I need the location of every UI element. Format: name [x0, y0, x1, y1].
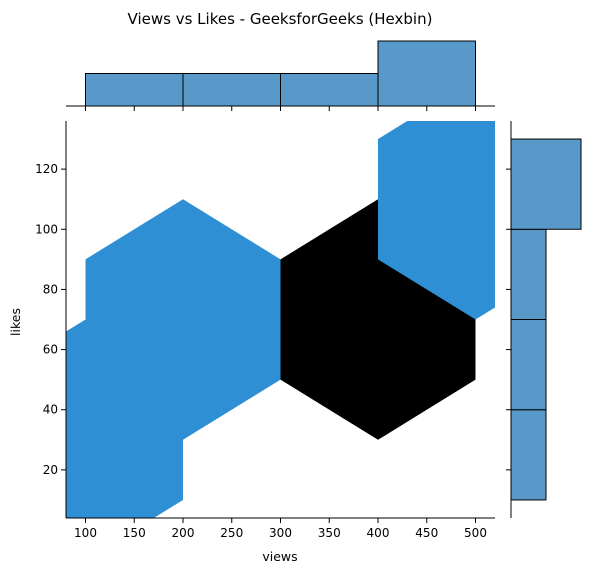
y-tick-label-3: 80: [43, 282, 58, 296]
y-tick-label-5: 120: [35, 162, 58, 176]
marginal-x-histogram: [66, 41, 495, 111]
chart-title: Views vs Likes - GeeksforGeeks (Hexbin): [128, 10, 433, 28]
x-tick-label-8: 500: [464, 526, 487, 540]
y-tick-label-2: 60: [43, 343, 58, 357]
marginal-x-bar-2: [281, 74, 379, 107]
y-tick-label-4: 100: [35, 222, 58, 236]
x-tick-label-4: 300: [269, 526, 292, 540]
hexbin-layer: [0, 79, 573, 560]
marginal-x-bar-0: [86, 74, 184, 107]
marginal-y-bar-1: [511, 320, 546, 410]
marginal-y-bar-0: [511, 410, 546, 500]
marginal-y-bar-2: [511, 229, 546, 319]
marginal-x-bar-3: [378, 41, 476, 106]
x-tick-label-2: 200: [172, 526, 195, 540]
marginal-y-bar-3: [511, 139, 581, 229]
x-tick-label-5: 350: [318, 526, 341, 540]
x-tick-label-7: 450: [415, 526, 438, 540]
marginal-y-histogram: [506, 121, 581, 518]
y-tick-label-1: 40: [43, 403, 58, 417]
x-tick-label-0: 100: [74, 526, 97, 540]
x-tick-label-3: 250: [220, 526, 243, 540]
x-axis-label: views: [262, 549, 297, 564]
x-tick-label-6: 400: [367, 526, 390, 540]
x-tick-label-1: 150: [123, 526, 146, 540]
y-tick-label-0: 20: [43, 463, 58, 477]
marginal-x-bar-1: [183, 74, 281, 107]
y-axis-label: likes: [8, 308, 23, 336]
